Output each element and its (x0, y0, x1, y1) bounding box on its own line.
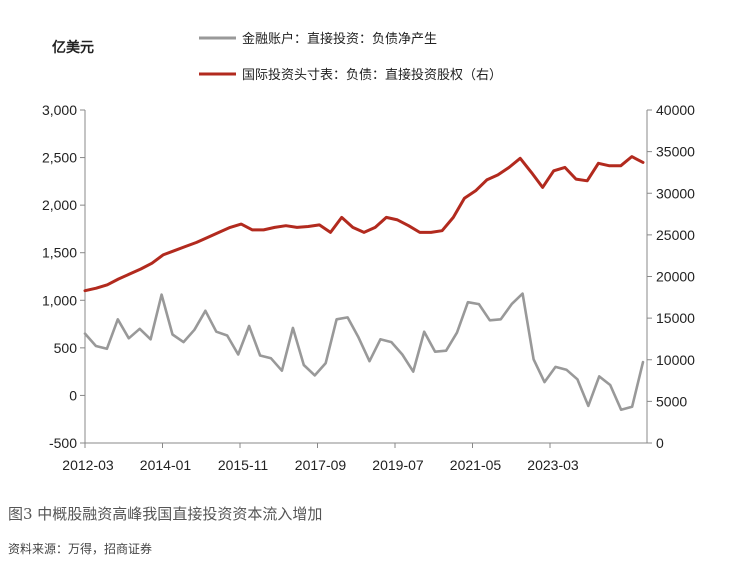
left-tick-label: 1,500 (42, 245, 77, 261)
legend-label-gray: 金融账户：直接投资：负债净产生 (242, 31, 437, 47)
left-tick-label: 500 (54, 340, 78, 356)
left-tick-label: 0 (69, 387, 77, 403)
legend-label-red: 国际投资头寸表：负债：直接投资股权（右） (242, 67, 502, 83)
right-tick-label: 10000 (656, 352, 695, 368)
right-tick-label: 0 (656, 435, 664, 451)
x-tick-label: 2017-09 (295, 457, 347, 473)
right-tick-label: 5000 (656, 393, 687, 409)
unit-label: 亿美元 (52, 39, 94, 56)
right-tick-label: 30000 (656, 185, 695, 201)
left-tick-label: 1,000 (42, 292, 77, 308)
series-line-direct-investment-equity (83, 155, 645, 293)
series-layer (83, 155, 645, 412)
left-tick-label: 3,000 (42, 102, 77, 118)
left-tick-label: -500 (49, 435, 77, 451)
left-tick-label: 2,500 (42, 150, 77, 166)
x-tick-label: 2015-11 (218, 457, 269, 473)
x-axis-ticks: 2012-03 2014-01 2015-11 2017-09 2019-07 2021-… (62, 443, 579, 473)
right-tick-label: 20000 (656, 269, 695, 285)
x-tick-label: 2014-01 (140, 457, 192, 473)
right-tick-label: 35000 (656, 144, 695, 160)
x-tick-label: 2012-03 (62, 457, 114, 473)
left-tick-label: 2,000 (42, 197, 77, 213)
x-tick-label: 2023-03 (527, 457, 579, 473)
figure-caption: 图3 中概股融资高峰我国直接投资资本流入增加 (8, 505, 323, 523)
x-tick-label: 2021-05 (450, 457, 502, 473)
series-line-direct-investment-flow (83, 292, 645, 412)
x-tick-label: 2019-07 (372, 457, 424, 473)
right-tick-label: 15000 (656, 310, 695, 326)
legend: 金融账户：直接投资：负债净产生 国际投资头寸表：负债：直接投资股权（右） (199, 31, 502, 83)
left-axis-ticks: -500 0 500 1,000 1,500 2,000 2,500 3,000 (42, 102, 85, 451)
source-note: 资料来源：万得，招商证券 (8, 542, 153, 556)
right-tick-label: 25000 (656, 227, 695, 243)
right-axis-ticks: 0 5000 10000 15000 20000 25000 30000 35000 40000 (647, 102, 695, 451)
right-tick-label: 40000 (656, 102, 695, 118)
